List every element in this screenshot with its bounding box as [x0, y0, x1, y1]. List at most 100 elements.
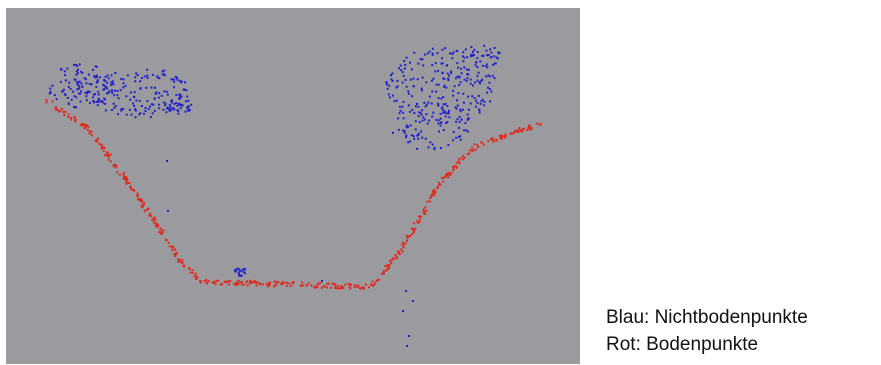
ground-point — [172, 246, 174, 248]
ground-point — [391, 259, 393, 261]
non-ground-point — [388, 93, 390, 95]
non-ground-point — [72, 91, 74, 93]
non-ground-point — [237, 268, 239, 270]
non-ground-point — [402, 71, 404, 73]
ground-point — [321, 287, 323, 289]
non-ground-point — [68, 82, 70, 84]
non-ground-point — [496, 57, 498, 59]
ground-point — [499, 135, 501, 137]
non-ground-point — [93, 94, 95, 96]
ground-point — [436, 187, 438, 189]
page: Blau: Nichtbodenpunkte Rot: Bodenpunkte … — [0, 0, 881, 365]
ground-point — [424, 213, 426, 215]
non-ground-point — [415, 105, 417, 107]
non-ground-point — [494, 63, 496, 65]
ground-point — [512, 133, 514, 135]
non-ground-point — [422, 58, 424, 60]
non-ground-point — [107, 75, 109, 77]
non-ground-point — [411, 134, 413, 136]
non-ground-point — [446, 105, 448, 107]
ground-point — [126, 178, 128, 180]
ground-point — [411, 228, 413, 230]
ground-point — [100, 144, 102, 146]
non-ground-point — [122, 86, 124, 88]
non-ground-point — [132, 103, 134, 105]
ground-point — [148, 208, 150, 210]
non-ground-point — [178, 98, 180, 100]
ground-point — [235, 283, 237, 285]
non-ground-point — [131, 114, 133, 116]
non-ground-point — [386, 84, 388, 86]
non-ground-point — [63, 89, 65, 91]
non-ground-point — [480, 103, 482, 105]
ground-point — [168, 242, 170, 244]
ground-point — [275, 284, 277, 286]
non-ground-point — [179, 94, 181, 96]
non-ground-point — [459, 121, 461, 123]
non-ground-point — [146, 75, 148, 77]
non-ground-point — [437, 70, 439, 72]
non-ground-point — [407, 126, 409, 128]
non-ground-point — [387, 88, 389, 90]
non-ground-point — [476, 57, 478, 59]
non-ground-point — [71, 99, 73, 101]
non-ground-point — [420, 130, 422, 132]
ground-point — [462, 155, 464, 157]
ground-point — [194, 275, 196, 277]
ground-point — [429, 200, 431, 202]
ground-point — [213, 281, 215, 283]
non-ground-point — [417, 138, 419, 140]
non-ground-point — [105, 76, 107, 78]
non-ground-point — [52, 85, 54, 87]
ground-point — [426, 201, 428, 203]
ground-point — [125, 183, 127, 185]
non-ground-point — [490, 56, 492, 58]
ground-point — [220, 283, 222, 285]
non-ground-point — [440, 122, 442, 124]
non-ground-point — [180, 96, 182, 98]
non-ground-point — [429, 96, 431, 98]
non-ground-point — [470, 79, 472, 81]
non-ground-point — [166, 111, 168, 113]
non-ground-point — [445, 103, 447, 105]
non-ground-point — [467, 74, 469, 76]
ground-point — [452, 166, 454, 168]
ground-point — [247, 284, 249, 286]
non-ground-point — [162, 71, 164, 73]
non-ground-point — [464, 122, 466, 124]
non-ground-point — [424, 119, 426, 121]
non-ground-point — [78, 93, 80, 95]
non-ground-point — [433, 148, 435, 150]
non-ground-point — [407, 90, 409, 92]
ground-point — [523, 128, 525, 130]
non-ground-point — [421, 88, 423, 90]
non-ground-point — [127, 74, 129, 76]
non-ground-point — [135, 116, 137, 118]
non-ground-point — [461, 119, 463, 121]
non-ground-point — [413, 85, 415, 87]
ground-point — [483, 143, 485, 145]
non-ground-point — [422, 120, 424, 122]
non-ground-point — [173, 86, 175, 88]
ground-point — [403, 246, 405, 248]
non-ground-point — [389, 96, 391, 98]
non-ground-point — [472, 51, 474, 53]
non-ground-point — [408, 335, 410, 337]
ground-point — [406, 240, 408, 242]
ground-point — [154, 222, 156, 224]
ground-point — [342, 287, 344, 289]
non-ground-point — [400, 65, 402, 67]
ground-point — [159, 231, 161, 233]
ground-point — [471, 147, 473, 149]
ground-point — [177, 259, 179, 261]
non-ground-point — [114, 72, 116, 74]
non-ground-point — [152, 104, 154, 106]
non-ground-point — [404, 68, 406, 70]
non-ground-point — [154, 87, 156, 89]
non-ground-point — [111, 92, 113, 94]
non-ground-point — [176, 105, 178, 107]
non-ground-point — [449, 52, 451, 54]
non-ground-point — [125, 85, 127, 87]
non-ground-point — [475, 100, 477, 102]
non-ground-point — [476, 66, 478, 68]
